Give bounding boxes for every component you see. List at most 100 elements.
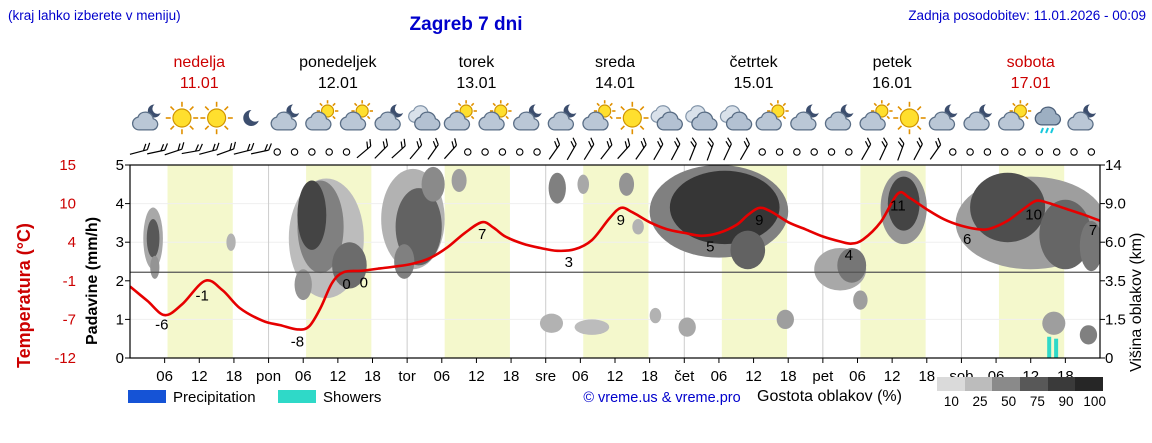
wind-calm-icon: [464, 148, 472, 156]
cloud-moon-icon: [963, 103, 995, 131]
temperature-tick: -7: [63, 311, 76, 328]
cloud-icon: [408, 105, 441, 131]
cloud-sun-icon: [859, 100, 893, 131]
cloud-density-layer: [143, 165, 1100, 345]
temperature-value-label: -6: [155, 317, 168, 334]
cloud-sun-icon: [998, 100, 1032, 131]
cloud-density-label: Gostota oblakov (%): [757, 388, 902, 405]
wind-barb-icon: [566, 137, 577, 161]
temperature-value-label: 3: [565, 254, 573, 271]
cloud-moon-icon: [1067, 103, 1099, 131]
cloud-density-scale: [937, 377, 1104, 391]
day-name: četrtek: [729, 54, 778, 71]
day-header-ponedeljek[interactable]: ponedeljek 12.01: [299, 52, 376, 94]
wind-calm-icon: [273, 148, 281, 156]
wind-calm-icon: [325, 148, 333, 156]
cloud-sun-icon: [443, 100, 477, 131]
x-axis-tick: 12: [745, 368, 762, 385]
cloud-sun-icon: [305, 100, 339, 131]
temperature-tick: 15: [59, 157, 76, 174]
sun-icon: [165, 101, 199, 135]
wind-calm-icon: [1087, 148, 1096, 156]
precipitation-tick: 0: [116, 350, 124, 367]
cloud-icon: [719, 105, 753, 131]
x-axis-tick: tor: [398, 368, 416, 385]
temperature-value-label: 9: [617, 212, 625, 229]
density-swatch-75: [1020, 377, 1048, 391]
wind-calm-icon: [949, 148, 957, 156]
shower-bar: [1047, 336, 1052, 358]
cloud-height-tick: 3.5: [1105, 273, 1126, 290]
x-axis-tick: 18: [918, 368, 935, 385]
day-header-sobota[interactable]: sobota 17.01: [1007, 52, 1055, 94]
cloud-sun-icon: [478, 100, 512, 131]
wind-barb-icon: [443, 138, 458, 160]
temperature-value-label: 9: [755, 212, 763, 229]
temperature-tick: -12: [54, 350, 76, 367]
day-header-sreda[interactable]: sreda 14.01: [595, 52, 635, 94]
precipitation-tick: 1: [116, 311, 124, 328]
wind-barb-icon: [861, 137, 872, 161]
x-axis-tick: 18: [641, 368, 658, 385]
temperature-value-label: 10: [1025, 207, 1042, 224]
daylight-band: [444, 165, 510, 358]
day-header-torek[interactable]: torek 13.01: [456, 52, 496, 94]
cloud-moon-icon: [790, 103, 821, 131]
x-axis-tick: 06: [295, 368, 312, 385]
cloud-height-tick: 1.5: [1105, 311, 1126, 328]
precipitation-tick: 4: [116, 196, 124, 213]
credit-link[interactable]: © vreme.us & vreme.pro: [583, 390, 741, 406]
wind-barb-icon: [147, 143, 169, 155]
wind-calm-icon: [793, 148, 801, 156]
shower-bar: [1054, 338, 1059, 358]
sun-icon: [616, 101, 649, 135]
wind-barb-icon: [233, 142, 255, 155]
sun-icon: [893, 101, 926, 135]
day-date: 13.01: [456, 75, 497, 92]
x-axis-tick: 12: [330, 368, 347, 385]
wind-barb-icon: [427, 137, 439, 160]
x-axis-tick: 06: [849, 368, 866, 385]
precipitation-tick: 3: [116, 234, 124, 251]
day-header-nedelja[interactable]: nedelja 11.01: [173, 52, 225, 94]
density-swatch-90: [1047, 377, 1076, 391]
cloud-height-axis-title: Višina oblakov (km): [1128, 232, 1145, 372]
day-date: 14.01: [594, 75, 636, 92]
temperature-value-label: 4: [845, 247, 853, 264]
wind-barb-icon: [653, 137, 664, 161]
wind-barb-icon: [583, 137, 595, 160]
wind-barb-icon: [356, 138, 372, 159]
temperature-value-label: -8: [291, 333, 304, 350]
cloud-moon-icon: [131, 103, 163, 131]
wind-barb-icon: [706, 137, 714, 161]
day-name: petek: [872, 54, 912, 71]
day-header-petek[interactable]: petek 16.01: [872, 52, 912, 94]
x-axis-tick: 12: [607, 368, 624, 385]
menu-hint: (kraj lahko izberete v meniju): [8, 8, 181, 23]
cloud-sun-icon: [339, 100, 373, 131]
wind-barb-icon: [617, 138, 631, 160]
wind-barb-icon: [409, 138, 423, 160]
cloud-moon-icon: [824, 103, 856, 131]
wind-barb-icon: [216, 141, 237, 156]
wind-barb-icon: [600, 137, 613, 160]
temperature-value-label: 7: [478, 226, 486, 243]
wind-barb-icon: [548, 137, 561, 160]
cloud-height-tick: 0: [1105, 350, 1113, 367]
wind-barb-icon: [879, 137, 888, 161]
cloud-height-tick: 9.0: [1105, 196, 1126, 213]
x-axis-tick: 18: [780, 368, 797, 385]
temperature-value-label: 0: [360, 274, 368, 291]
cloud-icon: [685, 105, 718, 131]
day-header-četrtek[interactable]: četrtek 15.01: [730, 52, 778, 94]
density-value-10: 10: [943, 394, 959, 409]
cloud-height-tick: 6.0: [1105, 234, 1126, 251]
wind-barb-icon: [670, 137, 681, 161]
wind-calm-icon: [983, 148, 992, 156]
wind-barb-icon: [250, 143, 272, 155]
cloud-height-tick: 14: [1105, 157, 1122, 174]
daylight-band: [167, 165, 233, 358]
day-date: 15.01: [733, 75, 774, 92]
